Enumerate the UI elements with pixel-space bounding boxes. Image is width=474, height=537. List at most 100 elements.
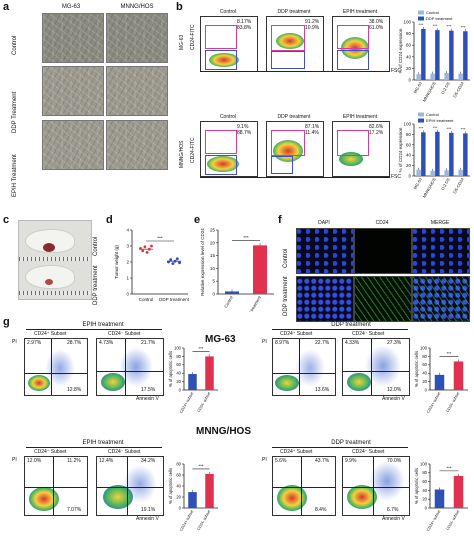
chart-b-bottom-bar-2-1 [449,132,454,176]
g1-q2: 28.7% [67,340,82,346]
micrograph-hos-epih [106,120,168,170]
chart-b-bottom-xtick-label-0: MG-63 [412,176,423,190]
chart-g1-ytick-label-0: 0 [179,387,182,392]
g1-ylabel: PI [12,339,17,345]
panel-f-row-control: Control [283,248,289,268]
chart-b-top-sig-3: *** [461,24,466,29]
panel-b-xlabel-bottom: FSC [391,174,401,180]
flow-bottom-1-q2: 88.7% [237,130,252,136]
chart-b-bottom-bar-3-1 [463,133,468,176]
panel-e-letter: e [194,214,201,226]
g1-plot-neg: 4.73% 21.7% 17.5% [96,338,164,396]
flow-bottom-3-q1: 82.6% [369,124,384,130]
chart-b-top-bar-0-1 [421,28,426,80]
chart-d-ylabel: Tumor weight (g) [114,245,119,279]
chart-b-bottom-bar-3-0 [458,169,463,176]
g1-q4: 4.73% [99,340,114,346]
chart-e-ytick-label-0: 0 [212,292,215,297]
chart-g3-ytick-label-0: 0 [179,505,182,510]
chart-b-bottom-bar-0-0 [416,169,421,176]
chart-d: 0 1 2 3 4 Tumor weight (g) Control DDP treatmen… [114,228,190,303]
chart-g3-xtick-label-0: CD24+ subset [179,510,194,532]
flow-bottom-2-title: DDP treatment [277,114,311,120]
chart-b-bottom-xtick-label-1: MNNG/HOS [422,177,437,199]
chart-b-top-bar-1-1 [435,30,440,80]
chart-b-top-legend-label-1: DDP treatment [426,16,453,21]
chart-d-point-1-1 [169,258,173,261]
chart-g2-ylabel: % of apoptotic cells [414,351,419,387]
g3-q4: 12.4% [99,458,114,464]
chart-b-bottom-bar-0-1 [421,132,426,176]
panel-b-row-hos: MNNG/HOS [179,140,185,169]
micrograph-hos-ddp [106,66,168,116]
chart-b-bottom-legend-swatch-0 [418,112,424,117]
chart-b-bottom-legend-swatch-1 [418,118,424,123]
g3-subset-pos: CD24⁺ Subset [34,449,67,455]
flow-top-3-title: EPIH treatment [342,9,378,15]
chart-b-top-ytick-label-5: 100 [403,20,411,25]
chart-b-top-bar-3-1 [463,31,468,81]
g3-treatment-rule [26,447,162,448]
panel-b-top-axis [200,71,390,72]
chart-g3-ytick-label-3: 60 [176,472,181,477]
mouse-ddp [25,265,75,289]
chart-b-top-xtick-label-0: MG-63 [412,80,423,94]
chart-g4-ytick-label-0: 0 [425,505,428,510]
panel-c-label-control: Control [93,236,99,256]
chart-g3: 0 20 40 60 80% of apoptotic cells CD24+ subse… [168,461,218,532]
g2-treatment-rule [272,329,408,330]
chart-b-bottom-bar-2-0 [444,170,449,176]
chart-g1-xtick-label-0: CD24+ subset [179,392,194,414]
panel-f-col-cd24: CD24 [375,220,389,226]
g2-q2: 22.7% [315,340,330,346]
g4-treatment: DDP treatment [331,440,371,446]
chart-d-xtick-label-0: Control [139,297,154,302]
chart-g2-ytick-label-4: 80 [422,354,427,359]
panel-f-letter: f [278,214,282,226]
g3-plot-neg: 12.4% 34.2% 19.1% [96,456,164,516]
panel-f-col-dapi: DAPI [318,220,330,226]
micrograph-mg63-ddp [42,66,104,116]
g3-q5: 34.2% [141,458,156,464]
chart-b-top-ytick-label-1: 20 [406,66,412,71]
chart-b-top-sig-0: *** [419,22,424,27]
flow-top-3-q2: 61.0% [369,25,384,31]
chart-g2-bar-1-0 [453,361,464,390]
chart-b-top-bar-0-0 [416,74,421,80]
chart-g2: 0 20 40 60 80 100% of apoptotic cells CD24+ su… [414,345,468,414]
panel-a-row-epih: EPIH Treatment [12,154,18,197]
chart-e-ytick-label-1: 5 [212,279,215,284]
ruler-bottom [19,291,91,295]
flow-bottom-1-q1: 9.1% [237,124,249,130]
chart-b-bottom-legend-label-1: EPIH treatment [426,118,454,123]
g1-plot-pos: 2.97% 28.7% 12.8% [24,338,88,396]
chart-b-bottom-bar-1-0 [430,170,435,176]
flow-top-2-title: DDP treatment [277,9,311,15]
chart-g2-ytick-label-1: 20 [422,379,427,384]
panel-g-cell-mg63: MG-63 [205,334,236,345]
chart-g2-ytick-label-2: 40 [422,371,427,376]
chart-b-top-legend-label-0: Control [426,10,439,15]
chart-b-bottom-ytick-label-1: 20 [406,163,412,168]
chart-e: 0 5 10 15 20 25 Relative expression level of C… [200,228,274,312]
chart-g1-bar-0-0 [188,374,197,390]
chart-b-bottom-ytick-label-2: 40 [406,153,412,158]
chart-b-top-xtick-label-3: OS-CD24 [452,80,465,98]
g1-xlabel: Annexin V [136,396,159,402]
chart-g4-xtick-label-0: CD24+ subset [426,510,441,532]
g2-q1: 8.97% [275,340,290,346]
g3-ylabel: PI [12,457,17,463]
g3-xlabel: Annexin V [136,516,159,522]
chart-g4-sig: *** [447,465,452,470]
chart-g1: 0 20 40 60 80 100% of apoptotic cells CD24+ su… [168,345,218,414]
g1-q3: 12.8% [67,387,82,393]
flow-top-2: 91.2% 10.9% [266,16,324,72]
fluor-dapi-ddp [296,276,354,322]
chart-b-top-ytick-label-0: 0 [408,78,411,83]
chart-g1-ytick-label-5: 100 [174,345,182,350]
chart-g1-ytick-label-3: 60 [176,362,181,367]
g4-q1: 5.6% [275,458,287,464]
chart-e-ytick-label-2: 10 [210,266,216,271]
g1-q5: 21.7% [141,340,156,346]
chart-d-sig: *** [157,236,163,241]
